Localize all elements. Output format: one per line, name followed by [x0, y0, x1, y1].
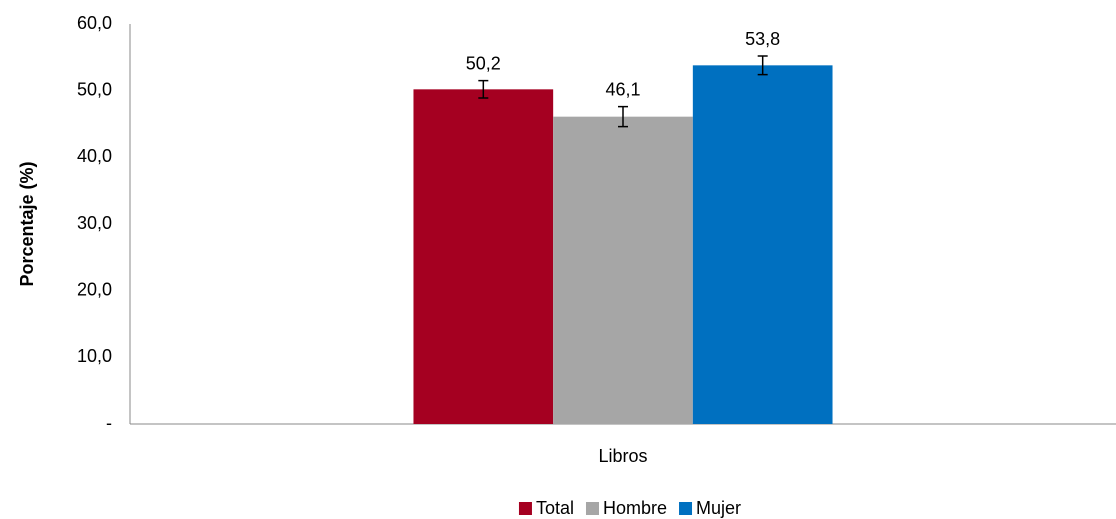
error-bar — [478, 79, 489, 99]
y-tick-label: 10,0 — [77, 346, 112, 366]
y-axis-label: Porcentaje (%) — [17, 161, 37, 286]
bar — [413, 89, 554, 424]
error-bar — [618, 105, 628, 128]
x-tick-label: Libros — [598, 446, 647, 466]
y-tick-label: 60,0 — [77, 13, 112, 33]
legend-label: Hombre — [603, 498, 667, 518]
data-label: 53,8 — [745, 29, 780, 49]
bar — [553, 116, 693, 425]
bar — [692, 65, 833, 424]
error-bar — [757, 55, 768, 76]
data-label: 46,1 — [605, 79, 640, 99]
legend-swatch — [679, 502, 693, 515]
legend-label: Mujer — [696, 498, 741, 518]
y-tick-label: 30,0 — [77, 213, 112, 233]
legend-swatch — [585, 502, 599, 515]
legend-swatch — [518, 502, 532, 515]
y-tick-label: - — [106, 413, 112, 433]
legend-label: Total — [536, 498, 574, 518]
data-label: 50,2 — [466, 53, 501, 73]
y-tick-label: 20,0 — [77, 279, 112, 299]
y-tick-label: 40,0 — [77, 146, 112, 166]
y-tick-label: 50,0 — [77, 79, 112, 99]
